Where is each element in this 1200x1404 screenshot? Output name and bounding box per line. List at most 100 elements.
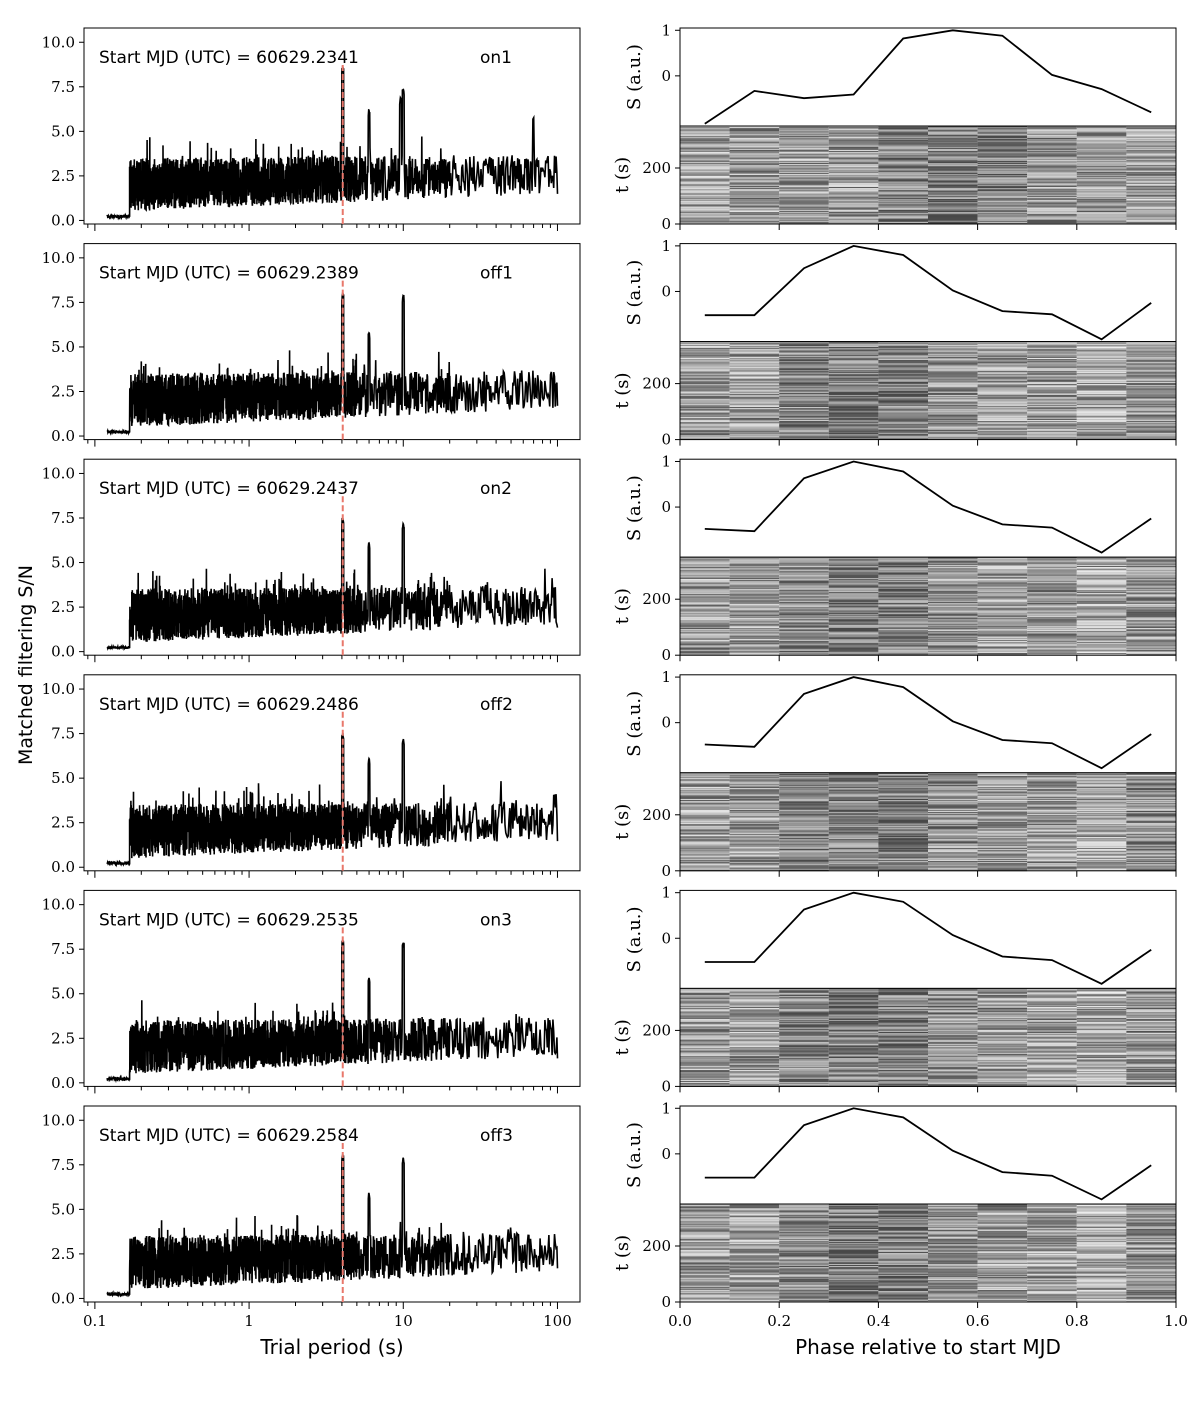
scan-tag-label: off3 xyxy=(480,1126,513,1146)
y-tick-label: 10.0 xyxy=(42,249,75,267)
y-tick-label: 7.5 xyxy=(51,725,75,743)
y-tick-label: 5.0 xyxy=(51,122,75,140)
snr-trace xyxy=(107,1156,557,1296)
profile-ylabel: S (a.u.) xyxy=(624,44,645,110)
waterfall-y-tick-label: 0 xyxy=(661,646,671,664)
y-tick-label: 2.5 xyxy=(51,382,75,400)
waterfall-y-tick-label: 0 xyxy=(661,1077,671,1095)
waterfall-off2 xyxy=(680,773,1176,871)
waterfall-ylabel: t (s) xyxy=(612,1019,633,1055)
profile-y-tick-label: 0 xyxy=(661,67,671,85)
scan-tag-label: on1 xyxy=(480,48,512,68)
snr-trace xyxy=(107,734,557,865)
waterfall-y-tick-label: 200 xyxy=(642,590,671,608)
y-tick-label: 0.0 xyxy=(51,427,75,445)
waterfall-ylabel: t (s) xyxy=(612,588,633,624)
profile-y-tick-label: 1 xyxy=(661,884,671,902)
profile-y-tick-label: 1 xyxy=(661,668,671,686)
start-mjd-label: Start MJD (UTC) = 60629.2389 xyxy=(99,264,359,284)
x-tick-label: 10 xyxy=(394,1312,413,1330)
y-tick-label: 2.5 xyxy=(51,598,75,616)
y-tick-label: 7.5 xyxy=(51,509,75,527)
y-tick-label: 10.0 xyxy=(42,1111,75,1129)
y-tick-label: 5.0 xyxy=(51,769,75,787)
y-tick-label: 2.5 xyxy=(51,1245,75,1263)
y-tick-label: 2.5 xyxy=(51,814,75,832)
pulse-profile-line xyxy=(705,677,1151,768)
profile-y-tick-label: 0 xyxy=(661,714,671,732)
y-tick-label: 7.5 xyxy=(51,1156,75,1174)
scan-tag-label: off2 xyxy=(480,695,513,715)
pulse-profile-line xyxy=(705,1108,1151,1199)
profile-frame xyxy=(680,1106,1176,1204)
y-tick-label: 0.0 xyxy=(51,858,75,876)
x-tick-label: 100 xyxy=(543,1312,572,1330)
profile-frame xyxy=(680,675,1176,773)
profile-ylabel: S (a.u.) xyxy=(624,906,645,972)
waterfall-y-tick-label: 200 xyxy=(642,159,671,177)
waterfall-on2 xyxy=(680,557,1176,655)
y-tick-label: 2.5 xyxy=(51,167,75,185)
waterfall-ylabel: t (s) xyxy=(612,372,633,408)
waterfall-off3 xyxy=(680,1204,1176,1302)
periodogram-on2: 0.0 2.5 5.0 7.5 10.0 Start MJD (UTC) = 60629.… xyxy=(42,459,580,662)
pulse-profile-line xyxy=(705,462,1151,553)
y-tick-label: 7.5 xyxy=(51,78,75,96)
y-tick-label: 0.0 xyxy=(51,643,75,661)
waterfall-y-tick-label: 0 xyxy=(661,215,671,233)
waterfall-ylabel: t (s) xyxy=(612,804,633,840)
start-mjd-label: Start MJD (UTC) = 60629.2341 xyxy=(99,48,359,68)
pulse-profile-line xyxy=(705,246,1151,339)
profile-y-tick-label: 0 xyxy=(661,498,671,516)
profile-y-tick-label: 0 xyxy=(661,282,671,300)
y-tick-label: 0.0 xyxy=(51,1289,75,1307)
pulse-profile-line xyxy=(705,893,1151,984)
scan-tag-label: on3 xyxy=(480,910,512,930)
snr-trace xyxy=(107,940,557,1080)
x-tick-label: 0.1 xyxy=(83,1312,107,1330)
scan-tag-label: on2 xyxy=(480,479,512,499)
waterfall-on3 xyxy=(680,988,1176,1086)
profile-y-tick-label: 0 xyxy=(661,1145,671,1163)
snr-trace xyxy=(107,294,557,434)
start-mjd-label: Start MJD (UTC) = 60629.2437 xyxy=(99,479,359,499)
waterfall-y-tick-label: 0 xyxy=(661,862,671,880)
periodogram-off3: 0.0 2.5 5.0 7.5 10.0 0.1 1 10 100 Start MJD (UTC)… xyxy=(42,1106,580,1330)
y-tick-label: 7.5 xyxy=(51,940,75,958)
y-tick-label: 10.0 xyxy=(42,464,75,482)
waterfall-ylabel: t (s) xyxy=(612,157,633,193)
pulse-profile-line xyxy=(705,30,1151,123)
snr-trace xyxy=(107,67,557,218)
y-tick-label: 0.0 xyxy=(51,1074,75,1092)
y-tick-label: 10.0 xyxy=(42,33,75,51)
profile-frame xyxy=(680,28,1176,126)
y-tick-label: 10.0 xyxy=(42,896,75,914)
y-tick-label: 5.0 xyxy=(51,985,75,1003)
y-tick-label: 5.0 xyxy=(51,1200,75,1218)
waterfall-y-tick-label: 200 xyxy=(642,375,671,393)
start-mjd-label: Start MJD (UTC) = 60629.2535 xyxy=(99,910,359,930)
y-tick-label: 5.0 xyxy=(51,554,75,572)
waterfall-y-tick-label: 0 xyxy=(661,431,671,449)
profile-ylabel: S (a.u.) xyxy=(624,475,645,541)
profile-y-tick-label: 0 xyxy=(661,929,671,947)
profile-frame xyxy=(680,459,1176,557)
profile-block-on1: 0 1 S (a.u.) 0 200 t (s) xyxy=(612,21,1176,233)
profile-ylabel: S (a.u.) xyxy=(624,1122,645,1188)
start-mjd-label: Start MJD (UTC) = 60629.2584 xyxy=(99,1126,359,1146)
y-tick-label: 10.0 xyxy=(42,680,75,698)
x-tick-label: 1 xyxy=(244,1312,254,1330)
profile-y-tick-label: 1 xyxy=(661,21,671,39)
